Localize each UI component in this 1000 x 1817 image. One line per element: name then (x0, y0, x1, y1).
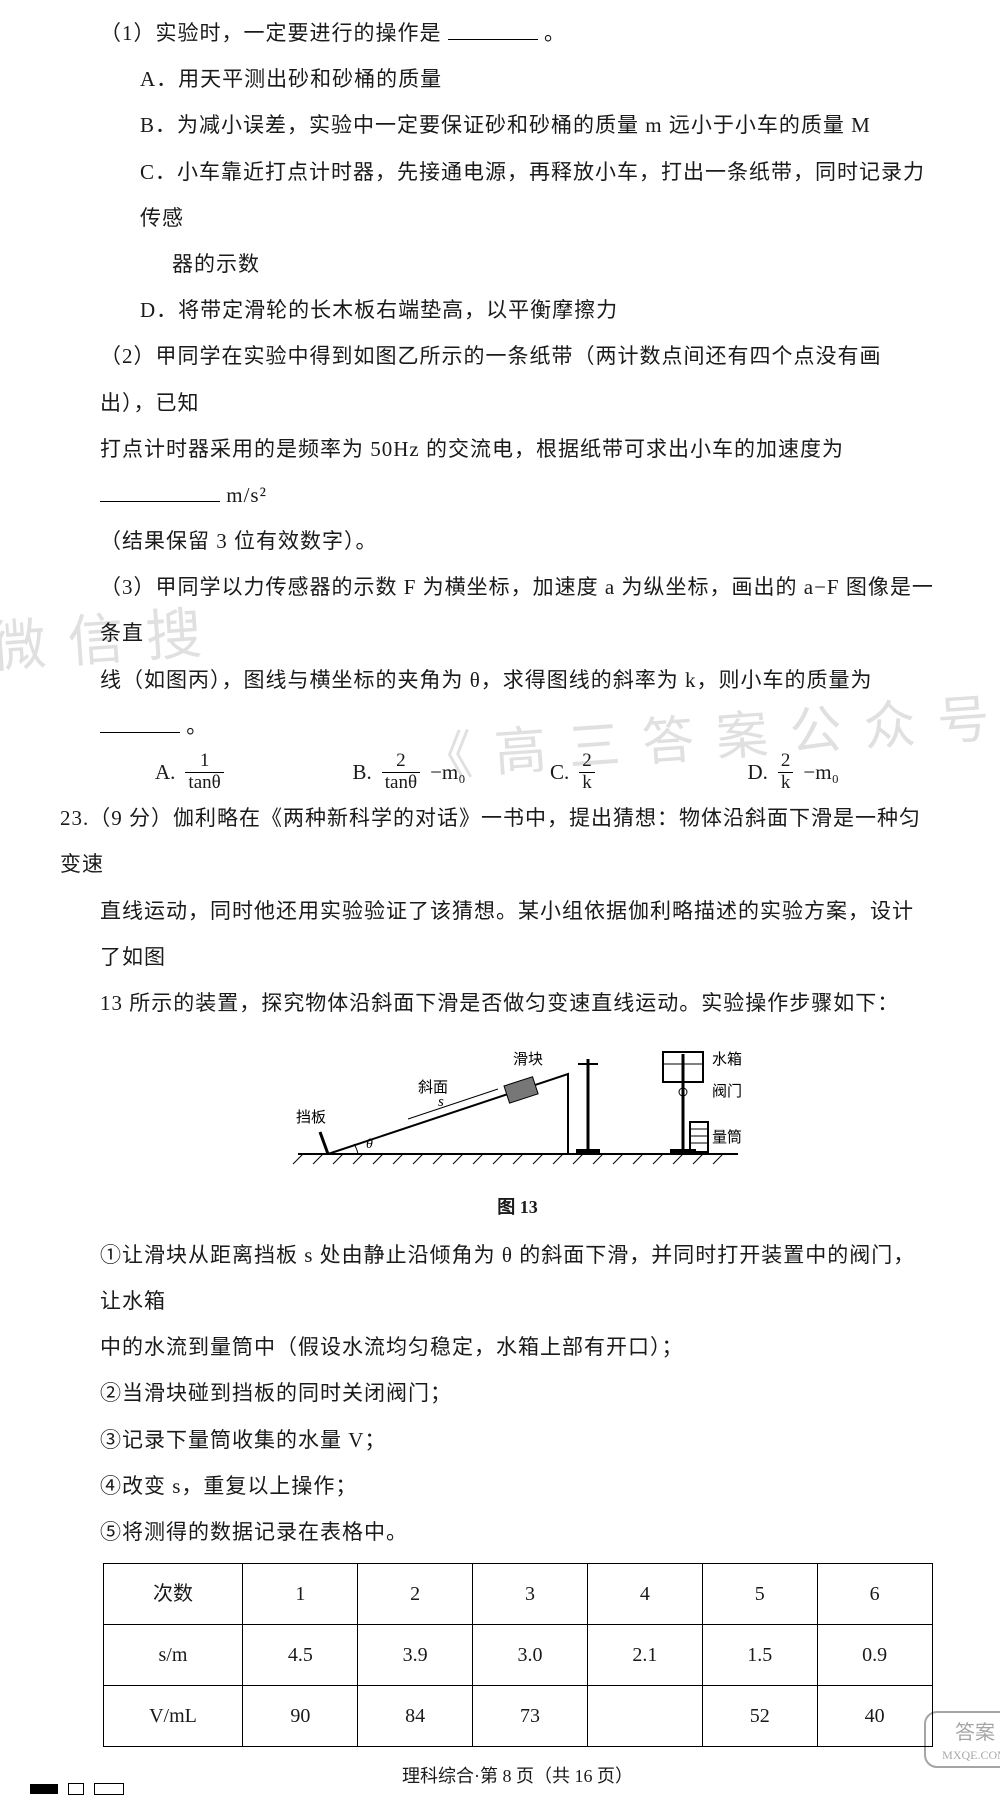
q3-a-num: 1 (197, 751, 213, 772)
footer-marks (30, 1783, 124, 1795)
mark-hollow-icon (68, 1783, 84, 1795)
q3-b-den: tanθ (382, 772, 420, 794)
q3-options-row: A. 1 tanθ B. 2 tanθ −m₀ C. 2 k D. (100, 749, 935, 795)
svg-text:滑块: 滑块 (513, 1051, 543, 1068)
q3-b-label: B. (353, 749, 372, 795)
q1-stem-a: （1）实验时，一定要进行的操作是 (100, 21, 442, 45)
q3-c-num: 2 (579, 751, 595, 772)
table-row: s/m 4.5 3.9 3.0 2.1 1.5 0.9 (103, 1625, 932, 1686)
q3-line1: （3）甲同学以力传感器的示数 F 为横坐标，加速度 a 为纵坐标，画出的 a−F… (100, 564, 935, 656)
svg-text:θ: θ (366, 1137, 373, 1152)
table-cell: 90 (243, 1686, 358, 1747)
mark-hollow-icon (94, 1783, 124, 1795)
q23-step1b: 中的水流到量筒中（假设水流均匀稳定，水箱上部有开口）； (100, 1324, 935, 1370)
table-header: 1 (243, 1564, 358, 1625)
q3-a-den: tanθ (185, 772, 223, 794)
q1-choice-a: A．用天平测出砂和砂桶的质量 (140, 56, 935, 102)
q2-blank (100, 480, 220, 502)
q3-option-c: C. 2 k (550, 749, 738, 795)
q1-stem: （1）实验时，一定要进行的操作是 。 (100, 10, 935, 56)
footer-text: 理科综合·第 8 页（共 16 页） (402, 1766, 633, 1786)
q3-d-frac: 2 k (778, 751, 794, 794)
q1-choice-d: D．将带定滑轮的长木板右端垫高，以平衡摩擦力 (140, 287, 935, 333)
table-cell: 2.1 (587, 1625, 702, 1686)
table-row: V/mL 90 84 73 52 40 (103, 1686, 932, 1747)
table-header: 次数 (103, 1564, 243, 1625)
q3-line2a: 线（如图丙），图线与横坐标的夹角为 θ，求得图线的斜率为 k，则小车的质量为 (100, 668, 873, 692)
table-cell: 84 (358, 1686, 473, 1747)
svg-text:阀门: 阀门 (712, 1083, 742, 1100)
svg-text:斜面: 斜面 (418, 1079, 448, 1096)
table-header: 4 (587, 1564, 702, 1625)
svg-text:水箱: 水箱 (712, 1051, 742, 1068)
q3-c-frac: 2 k (579, 751, 595, 794)
q23-line3: 13 所示的装置，探究物体沿斜面下滑是否做匀变速直线运动。实验操作步骤如下： (100, 980, 935, 1026)
q3-d-den: k (778, 772, 794, 794)
table-header: 6 (817, 1564, 932, 1625)
data-table: 次数 1 2 3 4 5 6 s/m 4.5 3.9 3.0 2.1 1.5 0… (103, 1563, 933, 1747)
table-cell: 40 (817, 1686, 932, 1747)
q23-step4: ④改变 s，重复以上操作； (100, 1463, 935, 1509)
q1-stem-b: 。 (544, 21, 566, 45)
figure-13-caption: 图 13 (100, 1188, 935, 1228)
q23-line1: 23.（9 分）伽利略在《两种新科学的对话》一书中，提出猜想：物体沿斜面下滑是一… (60, 795, 935, 887)
table-cell: 73 (473, 1686, 588, 1747)
q23-step5: ⑤将测得的数据记录在表格中。 (100, 1509, 935, 1555)
table-cell: 3.0 (473, 1625, 588, 1686)
q3-option-a: A. 1 tanθ (155, 749, 343, 795)
table-rowhead: s/m (103, 1625, 243, 1686)
q3-d-label: D. (748, 749, 768, 795)
q23-step3: ③记录下量筒收集的水量 V； (100, 1417, 935, 1463)
table-cell: 52 (702, 1686, 817, 1747)
q2-line2b: m/s² (226, 483, 267, 507)
table-header: 3 (473, 1564, 588, 1625)
q3-blank (100, 711, 180, 733)
q3-b-frac: 2 tanθ (382, 751, 420, 794)
q1-choice-c-line2: 器的示数 (140, 241, 935, 287)
q23-step2: ②当滑块碰到挡板的同时关闭阀门； (100, 1370, 935, 1416)
q3-d-suffix: −m₀ (803, 749, 839, 795)
svg-text:挡板: 挡板 (296, 1108, 326, 1126)
q2-line3: （结果保留 3 位有效数字）。 (100, 518, 935, 564)
figure-13: s θ 斜面 滑块 挡板 水箱 (100, 1034, 935, 1228)
q1-blank (448, 18, 538, 40)
table-header: 5 (702, 1564, 817, 1625)
table-header: 2 (358, 1564, 473, 1625)
q3-b-num: 2 (393, 751, 409, 772)
q2-line1: （2）甲同学在实验中得到如图乙所示的一条纸带（两计数点间还有四个点没有画出），已… (100, 333, 935, 425)
table-cell (587, 1686, 702, 1747)
svg-text:量筒: 量筒 (712, 1129, 742, 1146)
q3-option-d: D. 2 k −m₀ (748, 749, 936, 795)
page-footer: 理科综合·第 8 页（共 16 页） (100, 1757, 935, 1797)
q1-choice-c-line1: C．小车靠近打点计时器，先接通电源，再释放小车，打出一条纸带，同时记录力传感 (140, 149, 935, 241)
table-cell: 1.5 (702, 1625, 817, 1686)
q3-line2b: 。 (186, 714, 208, 738)
svg-text:MXQE.COM: MXQE.COM (942, 1748, 1000, 1762)
table-cell: 0.9 (817, 1625, 932, 1686)
table-rowhead: V/mL (103, 1686, 243, 1747)
q1-choice-b: B．为减小误差，实验中一定要保证砂和砂桶的质量 m 远小于小车的质量 M (140, 102, 935, 148)
table-row: 次数 1 2 3 4 5 6 (103, 1564, 932, 1625)
q3-d-num: 2 (778, 751, 794, 772)
q3-option-b: B. 2 tanθ −m₀ (353, 749, 541, 795)
table-cell: 3.9 (358, 1625, 473, 1686)
q3-line2: 线（如图丙），图线与横坐标的夹角为 θ，求得图线的斜率为 k，则小车的质量为 。 (100, 657, 935, 749)
q23-line2: 直线运动，同时他还用实验验证了该猜想。某小组依据伽利略描述的实验方案，设计了如图 (100, 888, 935, 980)
q3-c-den: k (579, 772, 595, 794)
q3-a-frac: 1 tanθ (185, 751, 223, 794)
mark-filled-icon (30, 1784, 58, 1794)
q3-a-label: A. (155, 749, 175, 795)
q2-line2a: 打点计时器采用的是频率为 50Hz 的交流电，根据纸带可求出小车的加速度为 (100, 437, 844, 461)
svg-text:答案: 答案 (955, 1721, 995, 1744)
q3-b-suffix: −m₀ (430, 749, 466, 795)
table-cell: 4.5 (243, 1625, 358, 1686)
q3-c-label: C. (550, 749, 569, 795)
q2-line2: 打点计时器采用的是频率为 50Hz 的交流电，根据纸带可求出小车的加速度为 m/… (100, 426, 935, 518)
q23-step1a: ①让滑块从距离挡板 s 处由静止沿倾角为 θ 的斜面下滑，并同时打开装置中的阀门… (100, 1232, 935, 1324)
